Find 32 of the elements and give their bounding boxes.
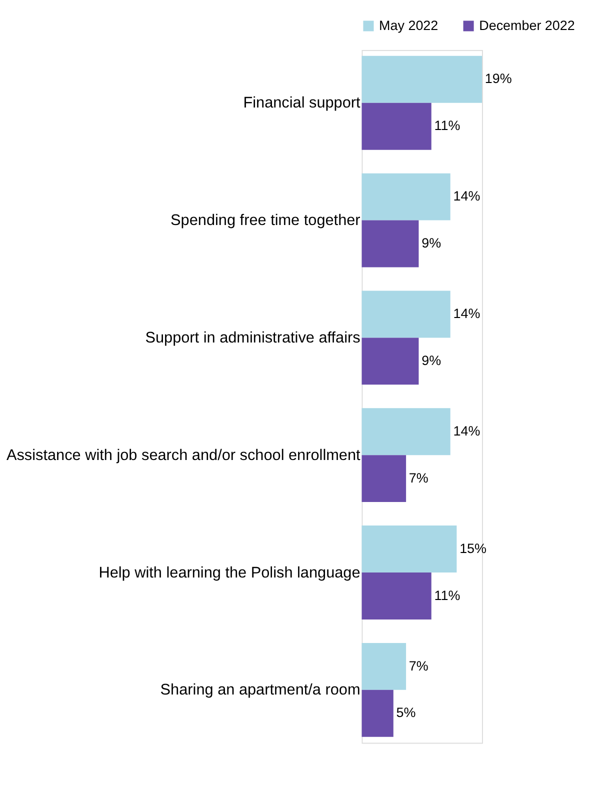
data-label: 11% — [434, 118, 460, 134]
bar — [362, 220, 419, 268]
y-tick-label: Help with learning the Polish language — [98, 564, 360, 582]
data-label: 7% — [408, 658, 428, 674]
y-tick-label: Financial support — [243, 94, 362, 112]
legend-label: December 2022 — [479, 18, 575, 33]
bar — [362, 572, 432, 620]
bar — [362, 338, 419, 385]
y-tick-label: Assistance with job search and/or school enrollment — [6, 446, 362, 464]
bar — [362, 526, 457, 573]
bar — [362, 642, 406, 690]
data-label: 9% — [422, 353, 442, 368]
bar — [362, 102, 432, 150]
data-label: 14% — [453, 188, 480, 204]
legend-label: May 2022 — [379, 18, 438, 33]
bar — [362, 408, 450, 456]
data-label: 7% — [408, 470, 428, 486]
data-label: 14% — [453, 306, 480, 322]
y-tick-label: Support in administrative affairs — [145, 330, 361, 346]
data-label: 5% — [396, 705, 416, 720]
data-label: 19% — [484, 71, 512, 86]
data-label: 14% — [453, 423, 480, 438]
bar — [362, 290, 450, 338]
bar — [362, 173, 450, 220]
data-label: 15% — [460, 540, 487, 556]
bar — [362, 56, 482, 103]
y-tick-label: Spending free time together — [170, 212, 360, 230]
bar — [362, 690, 394, 737]
data-label: 9% — [422, 236, 442, 251]
data-label: 11% — [434, 588, 460, 603]
y-tick-label: Sharing an apartment/a room — [160, 682, 360, 699]
bar — [362, 455, 406, 502]
